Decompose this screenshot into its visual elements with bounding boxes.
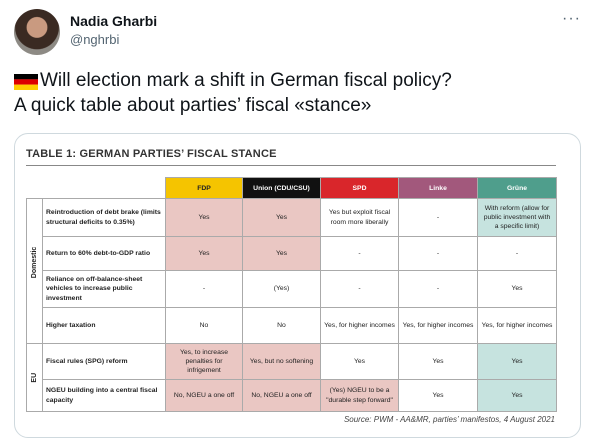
table-cell: Yes, for higher incomes — [398, 307, 478, 344]
row-label: Higher taxation — [42, 307, 166, 344]
table-row: Reliance on off-balance-sheet vehicles t… — [27, 270, 557, 308]
row-label: Fiscal rules (SPG) reform — [42, 343, 166, 380]
flag-icon — [14, 74, 38, 90]
table-cell: Yes — [165, 236, 243, 271]
column-header: Grüne — [477, 177, 557, 199]
table-cell: No, NGEU a one off — [165, 379, 243, 412]
table-row: Domestic Reintroduction of debt brake (li… — [26, 198, 557, 344]
title-rule — [26, 165, 556, 166]
table-row: Return to 60% debt-to-GDP ratio Yes Yes - - - — [27, 236, 557, 271]
table-cell: Yes — [477, 270, 557, 308]
table-cell: - — [320, 270, 399, 308]
header-row: FDP Union (CDU/CSU) SPD Linke Grüne — [27, 177, 557, 199]
table-cell: Yes — [398, 343, 478, 380]
table-cell: - — [398, 236, 478, 271]
column-header: FDP — [165, 177, 243, 199]
table-source: Source: PWM - AA&MR, parties’ manifestos… — [343, 415, 555, 424]
table-cell: - — [165, 270, 243, 308]
table-cell: Yes — [165, 198, 243, 237]
row-label: Reintroduction of debt brake (limits str… — [42, 198, 166, 237]
table-row: NGEU building into a central fiscal capa… — [27, 379, 557, 412]
group-label: EU — [30, 372, 38, 383]
table-row: Higher taxation No No Yes, for higher incom… — [27, 307, 557, 344]
table-cell: Yes, for higher incomes — [320, 307, 399, 344]
more-menu[interactable]: ··· — [562, 10, 581, 27]
table-cell: Yes, to increase penalties for infrigeme… — [165, 343, 243, 380]
stance-table: FDP Union (CDU/CSU) SPD Linke Grüne Domestic… — [26, 177, 557, 412]
author-handle[interactable]: @nghrbi — [70, 32, 120, 47]
table-cell: With reform (allow for public investment… — [477, 198, 557, 237]
table-cell: No — [165, 307, 243, 344]
table-cell: Yes, but no softening — [242, 343, 321, 380]
table-cell: Yes — [242, 236, 321, 271]
row-label: NGEU building into a central fiscal capa… — [42, 379, 166, 412]
table-cell: - — [398, 270, 478, 308]
table-row: EU Fiscal rules (SPG) reform Yes, to incre… — [26, 343, 557, 412]
table-cell: Yes — [320, 343, 399, 380]
table-cell: No, NGEU a one off — [242, 379, 321, 412]
table-cell: - — [320, 236, 399, 271]
group-cell: Domestic — [26, 198, 43, 344]
tweet-text: Will election mark a shift in German fis… — [40, 70, 452, 91]
column-header: SPD — [320, 177, 399, 199]
table-cell: Yes — [477, 343, 557, 380]
group-label: Domestic — [30, 246, 38, 279]
media-card[interactable] — [14, 133, 581, 438]
table-cell: (Yes) NGEU to be a "durable step forward… — [320, 379, 399, 412]
author-name[interactable]: Nadia Gharbi — [70, 13, 158, 29]
row-label: Return to 60% debt-to-GDP ratio — [42, 236, 166, 271]
row-label: Reliance on off-balance-sheet vehicles t… — [42, 270, 166, 308]
table-title: TABLE 1: GERMAN PARTIES’ FISCAL STANCE — [26, 148, 277, 160]
table-cell: (Yes) — [242, 270, 321, 308]
table-cell: Yes — [398, 379, 478, 412]
table-cell: Yes, for higher incomes — [477, 307, 557, 344]
table-cell: - — [477, 236, 557, 271]
tweet-text: A quick table about parties’ fiscal «sta… — [14, 95, 372, 116]
table-cell: Yes but exploit fiscal room more liberal… — [320, 198, 399, 237]
avatar[interactable] — [14, 9, 60, 55]
table-cell: No — [242, 307, 321, 344]
group-cell: EU — [26, 343, 43, 412]
table-cell: Yes — [477, 379, 557, 412]
table-cell: Yes — [242, 198, 321, 237]
column-header: Linke — [398, 177, 478, 199]
column-header: Union (CDU/CSU) — [242, 177, 321, 199]
table-cell: - — [398, 198, 478, 237]
